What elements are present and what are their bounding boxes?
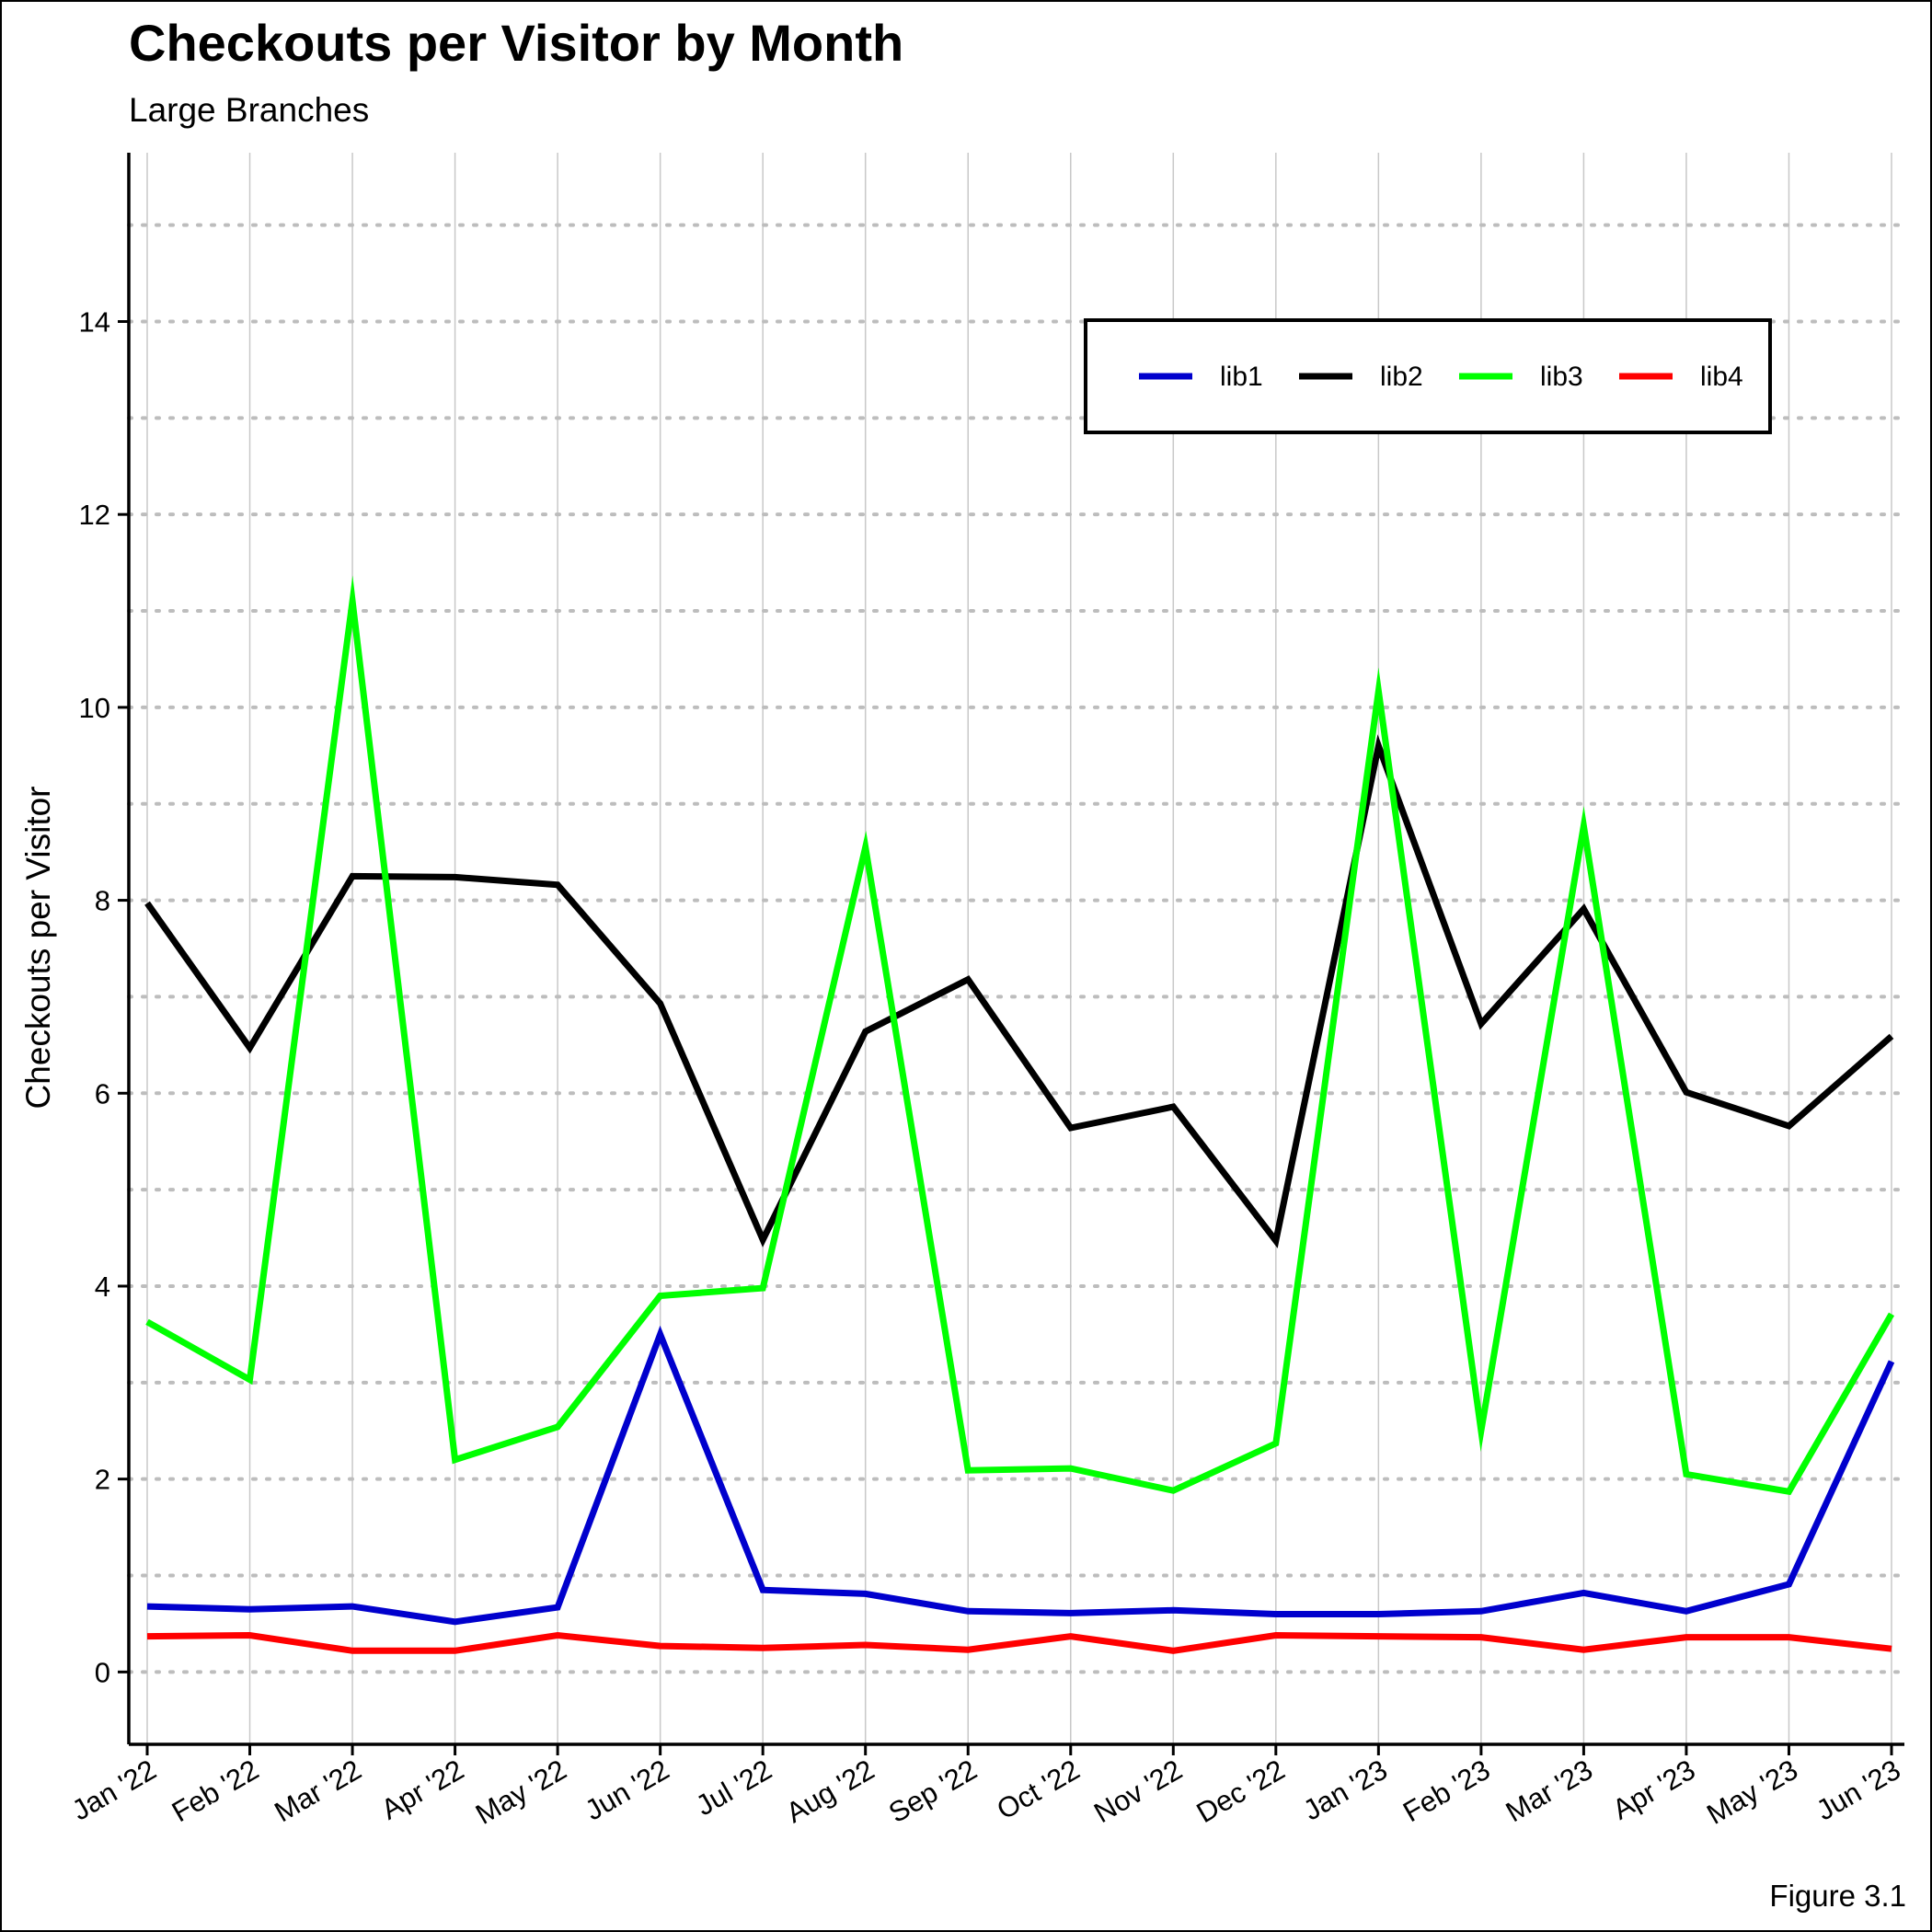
legend-label-lib3: lib3 [1540,362,1583,392]
y-ticks: 0 2 4 6 8 10 12 14 [79,305,129,1688]
x-tick-label: Nov '22 [1088,1754,1188,1829]
grid [127,153,1906,1744]
x-tick-label: Dec '22 [1191,1754,1291,1829]
x-tick-label: Oct '22 [992,1754,1086,1826]
x-tick-label: Jan '22 [66,1754,161,1827]
x-tick-label: Mar '22 [269,1754,366,1829]
legend-label-lib4: lib4 [1700,362,1743,392]
y-tick-label: 14 [79,305,110,338]
legend-label-lib2: lib2 [1380,362,1423,392]
legend: lib1 lib2 lib3 lib4 [1084,318,1772,434]
series-line-lib3 [145,575,1895,1496]
y-tick-label: 8 [95,885,110,917]
x-tick-label: Apr '23 [1607,1754,1701,1826]
chart-title: Checkouts per Visitor by Month [129,14,903,72]
x-ticks: Jan '22 Feb '22 Mar '22 Apr '22 May '22 Jun '… [66,1744,1906,1831]
x-tick-label: May '23 [1701,1754,1803,1831]
y-tick-label: 0 [95,1656,110,1688]
series-line-lib4 [146,1631,1892,1654]
legend-label-lib1: lib1 [1220,362,1263,392]
x-tick-label: May '22 [470,1754,572,1831]
x-tick-label: Jan '23 [1298,1754,1393,1827]
x-tick-label: Jun '23 [1811,1754,1905,1827]
y-tick-label: 10 [79,692,110,724]
x-tick-label: Mar '23 [1501,1754,1598,1829]
x-tick-label: Sep '22 [883,1754,983,1829]
y-axis-label: Checkouts per Visitor [19,787,57,1110]
series-lines [144,575,1895,1654]
y-tick-label: 12 [79,499,110,531]
chart-subtitle: Large Branches [129,91,369,129]
y-tick-label: 6 [95,1077,110,1110]
x-tick-label: Feb '23 [1397,1754,1495,1829]
y-tick-label: 2 [95,1464,110,1496]
x-tick-label: Aug '22 [780,1754,880,1829]
figure-caption: Figure 3.1 [1769,1879,1906,1913]
x-tick-label: Feb '22 [167,1754,264,1829]
x-tick-label: Jul '22 [690,1754,776,1823]
series-line-lib1 [146,1325,1895,1626]
y-tick-label: 4 [95,1271,110,1303]
series-line-lib2 [144,734,1894,1248]
x-tick-label: Apr '22 [375,1754,469,1826]
x-tick-label: Jun '22 [580,1754,674,1827]
